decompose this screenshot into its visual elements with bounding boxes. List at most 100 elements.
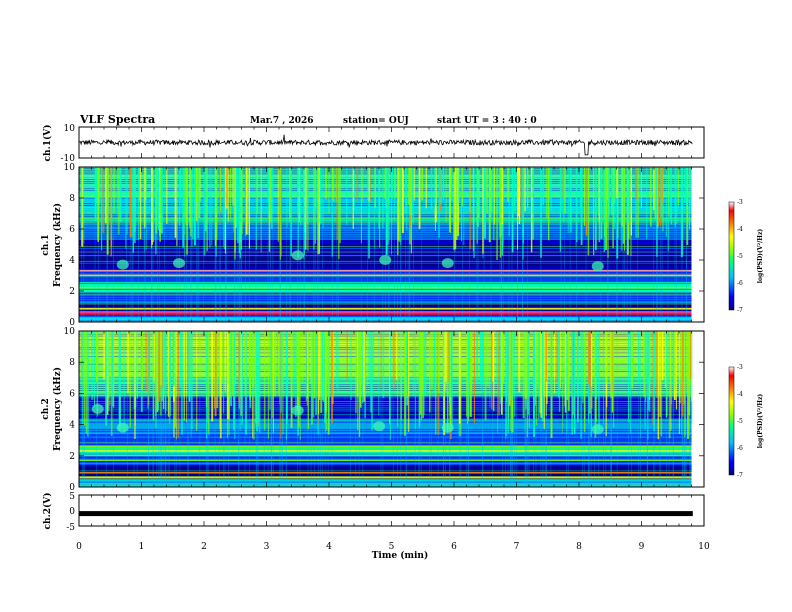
y-tick-label: 4 [69, 421, 75, 431]
ch2-ytick-bottom: -5 [66, 523, 75, 533]
spectral-line [79, 436, 692, 438]
sferic-streak [525, 404, 527, 487]
sferic-streak [499, 227, 501, 322]
sferic-streak [443, 426, 444, 487]
sferic-streak [241, 331, 243, 425]
ch2-spectrogram-ylabel: ch.2 [41, 398, 51, 419]
sferic-streak [136, 331, 138, 399]
sferic-streak [656, 228, 658, 322]
sferic-streak [182, 167, 185, 248]
sferic-streak [305, 167, 307, 250]
sferic-streak [252, 331, 255, 387]
whistler-blob [91, 404, 104, 414]
sferic-streak [612, 167, 614, 249]
sferic-streak [279, 245, 281, 322]
sferic-streak [680, 167, 683, 258]
sferic-streak [85, 331, 88, 434]
sferic-streak [527, 331, 529, 415]
sferic-streak [667, 251, 669, 322]
sferic-streak [393, 331, 394, 388]
sferic-streak [176, 167, 178, 246]
sferic-streak [151, 167, 153, 245]
sferic-streak [585, 221, 587, 322]
sferic-streak [607, 167, 608, 200]
sferic-streak [95, 167, 98, 204]
sferic-streak [409, 208, 411, 322]
sferic-streak [549, 167, 551, 200]
spectral-line [79, 389, 692, 391]
colorbar-tick-label: -6 [737, 280, 743, 287]
sferic-streak [397, 167, 400, 241]
sferic-streak [670, 167, 672, 225]
sferic-streak [656, 331, 658, 398]
sferic-streak [103, 331, 106, 380]
sferic-streak [190, 167, 192, 237]
sferic-streak [460, 167, 462, 242]
sferic-streak [553, 331, 556, 394]
sferic-streak [336, 167, 338, 240]
sferic-streak [573, 331, 576, 435]
sferic-streak [610, 167, 613, 215]
sferic-streak [152, 331, 154, 420]
sferic-streak [299, 331, 301, 440]
sferic-streak [134, 167, 136, 244]
ch1-colorbar: -3 -4 -5 -6 -7 log(PSD)(V²/Hz) [728, 199, 764, 314]
sferic-streak [350, 331, 352, 400]
sferic-streak [220, 211, 221, 322]
sferic-streak [113, 167, 116, 213]
sferic-streak [502, 331, 505, 384]
sferic-streak [660, 331, 663, 437]
sferic-streak [613, 167, 616, 230]
spectral-line [79, 273, 692, 275]
sferic-streak [385, 167, 387, 209]
sferic-streak [594, 388, 595, 487]
sferic-streak [587, 423, 589, 487]
sferic-streak [469, 331, 472, 417]
sferic-streak [366, 331, 368, 387]
sferic-streak [190, 331, 192, 438]
spectral-line [79, 386, 692, 388]
sferic-streak [540, 412, 542, 487]
sferic-streak [131, 167, 133, 237]
sferic-streak [106, 202, 108, 322]
sferic-streak [368, 331, 371, 379]
spectral-line [79, 395, 692, 397]
sferic-streak [152, 420, 154, 487]
ch1-frequency-ylabel: Frequency (kHz) [52, 203, 63, 287]
sferic-streak [412, 331, 415, 395]
sferic-streak [196, 331, 198, 431]
sferic-streak [214, 167, 217, 246]
sferic-streak [468, 331, 470, 382]
ch2-spectrogram-ticks [78, 331, 705, 487]
sferic-streak [336, 239, 338, 322]
sferic-streak [637, 167, 639, 238]
sferic-streak [224, 331, 227, 391]
ch2-ytick-mid: 0 [69, 507, 75, 517]
sferic-streak [271, 167, 273, 229]
spectral-band [79, 479, 692, 487]
sferic-streak [268, 167, 271, 252]
sferic-streak [587, 167, 590, 256]
sferic-streak [482, 391, 484, 487]
sferic-streak [271, 423, 272, 487]
sferic-streak [290, 331, 293, 429]
sferic-streak [152, 241, 154, 322]
ch2-spectrogram-yticks: 0 2 4 6 8 10 [64, 327, 704, 493]
spectral-line [79, 303, 692, 305]
spectral-line [79, 419, 692, 421]
spectral-line [79, 404, 692, 406]
y-tick-label: 8 [69, 358, 75, 368]
sferic-streak [195, 167, 197, 201]
sferic-streak [223, 413, 224, 487]
sferic-streak [206, 422, 208, 487]
sferic-streak [661, 202, 663, 322]
sferic-streak [478, 167, 480, 219]
sferic-streak [134, 331, 136, 439]
ch1-ytick-top: 10 [64, 124, 76, 134]
sferic-streak [272, 432, 274, 487]
sferic-streak [580, 331, 582, 439]
sferic-streak [401, 167, 404, 234]
sferic-streak [562, 331, 564, 434]
sferic-streak [660, 436, 662, 487]
sferic-streak [362, 167, 364, 203]
